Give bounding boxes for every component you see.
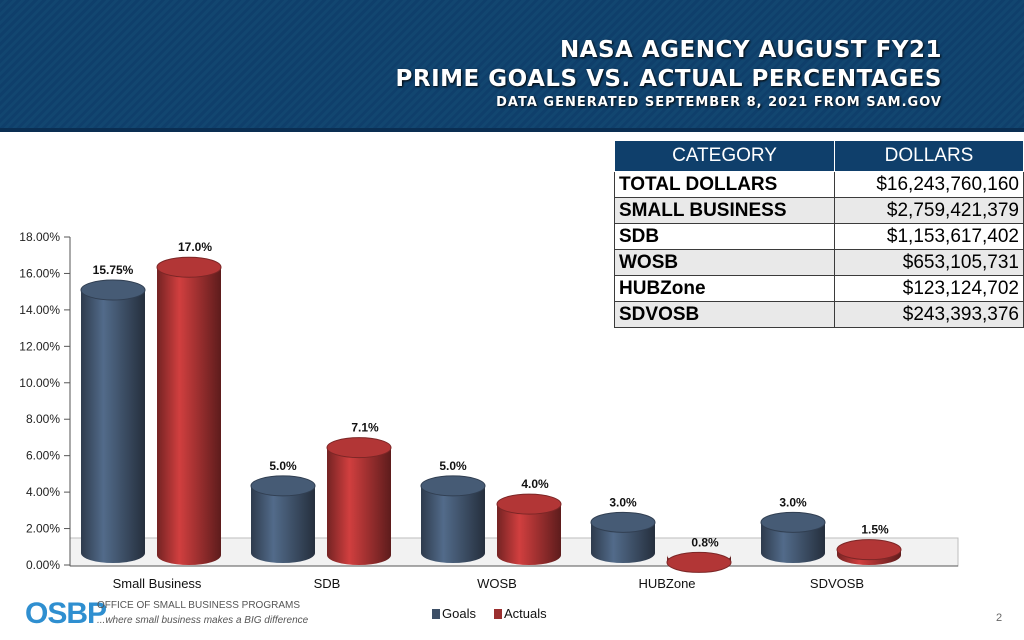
table-row: SDB $1,153,617,402 [614, 223, 1024, 250]
title-line-1: NASA AGENCY AUGUST FY21 [559, 37, 942, 63]
y-tick-label: 10.00% [19, 376, 60, 390]
row-category: WOSB [614, 249, 835, 276]
x-category-label: WOSB [477, 576, 517, 591]
data-label: 3.0% [609, 495, 637, 509]
data-label: 17.0% [178, 240, 212, 254]
data-label: 4.0% [521, 477, 549, 491]
logo-line-2: ...where small business makes a BIG diff… [97, 615, 309, 626]
header-banner: NASA AGENCY AUGUST FY21 PRIME GOALS VS. … [0, 0, 1024, 132]
row-dollars: $653,105,731 [834, 249, 1024, 276]
bar-top [420, 475, 486, 497]
row-category: TOTAL DOLLARS [614, 171, 835, 198]
y-tick-label: 4.00% [26, 485, 60, 499]
dollars-table: CATEGORY DOLLARS TOTAL DOLLARS $16,243,7… [614, 140, 1024, 328]
data-label: 1.5% [861, 523, 889, 537]
bar-goals-small-business [81, 290, 145, 563]
bar-top [760, 511, 826, 533]
row-dollars: $243,393,376 [834, 301, 1024, 328]
row-category: HUBZone [614, 275, 835, 302]
table-row: HUBZone $123,124,702 [614, 275, 1024, 302]
row-dollars: $1,153,617,402 [834, 223, 1024, 250]
x-category-label: HUBZone [638, 576, 695, 591]
bar-top [666, 551, 732, 573]
table-row: WOSB $653,105,731 [614, 249, 1024, 276]
legend-label-goals: Goals [442, 606, 476, 621]
bar-top [326, 437, 392, 459]
column-header-dollars: DOLLARS [834, 140, 1024, 172]
legend-label-actuals: Actuals [504, 606, 547, 621]
bar-chart: 0.00% 2.00% 4.00% 6.00% 8.00% 10.00% 12.00% 14.… [19, 230, 959, 621]
data-label: 5.0% [269, 459, 297, 473]
bar-goals-sdb [251, 485, 315, 563]
bar-goals-hubzone [591, 522, 655, 563]
y-tick-label: 2.00% [26, 522, 60, 536]
row-category: SDVOSB [614, 301, 835, 328]
table-header-row: CATEGORY DOLLARS [614, 140, 1024, 172]
y-tick-label: 14.00% [19, 303, 60, 317]
column-header-category: CATEGORY [614, 140, 835, 172]
page-number: 2 [996, 612, 1003, 624]
data-label: 5.0% [439, 459, 467, 473]
bar-actuals-wosb [497, 504, 561, 565]
logo-mark: OSBP [25, 597, 107, 630]
bar-top [496, 493, 562, 515]
osbp-logo: OSBP OFFICE OF SMALL BUSINESS PROGRAMS .… [25, 597, 309, 633]
x-category-label: SDB [314, 576, 341, 591]
bar-goals-wosb [421, 485, 485, 563]
bar-top [80, 279, 146, 301]
bar-top [836, 539, 902, 561]
logo-line-1: OFFICE OF SMALL BUSINESS PROGRAMS [97, 600, 300, 611]
y-tick-label: 18.00% [19, 230, 60, 244]
row-category: SMALL BUSINESS [614, 197, 835, 224]
bar-top [590, 511, 656, 533]
table-row: TOTAL DOLLARS $16,243,760,160 [614, 171, 1024, 198]
bar-goals-sdvosb [761, 522, 825, 563]
y-tick-label: 6.00% [26, 449, 60, 463]
y-tick-label: 8.00% [26, 412, 60, 426]
legend-swatch-goals [432, 609, 440, 619]
bar-top [250, 475, 316, 497]
y-tick-label: 16.00% [19, 266, 60, 280]
table-row: SMALL BUSINESS $2,759,421,379 [614, 197, 1024, 224]
row-dollars: $2,759,421,379 [834, 197, 1024, 224]
y-tick-label: 0.00% [26, 558, 60, 572]
row-category: SDB [614, 223, 835, 250]
table-row: SDVOSB $243,393,376 [614, 301, 1024, 328]
row-dollars: $16,243,760,160 [834, 171, 1024, 198]
legend-swatch-actuals [494, 609, 502, 619]
bar-top [156, 256, 222, 278]
x-category-label: SDVOSB [810, 576, 864, 591]
data-label: 15.75% [93, 263, 134, 277]
title-line-2: PRIME GOALS VS. ACTUAL PERCENTAGES [395, 66, 942, 92]
data-label: 0.8% [691, 535, 719, 549]
bar-actuals-sdb [327, 447, 391, 565]
data-label: 3.0% [779, 495, 807, 509]
x-category-label: Small Business [113, 576, 202, 591]
subtitle: DATA GENERATED SEPTEMBER 8, 2021 FROM SA… [496, 95, 942, 110]
bar-actuals-small-business [157, 267, 221, 565]
data-label: 7.1% [351, 421, 379, 435]
y-tick-label: 12.00% [19, 339, 60, 353]
